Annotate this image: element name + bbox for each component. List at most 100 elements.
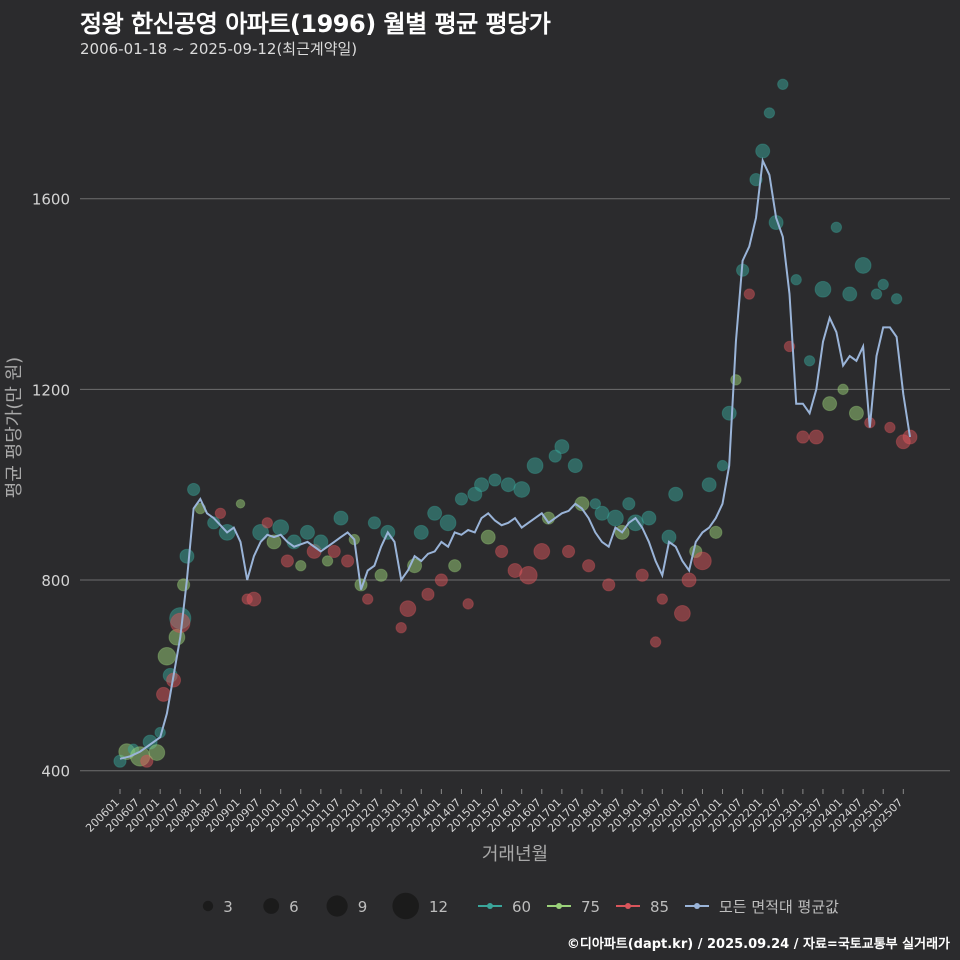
data-point-s85	[495, 544, 509, 559]
data-point-s60	[607, 509, 624, 527]
data-point-s60	[701, 477, 717, 493]
data-point-s60	[367, 516, 382, 530]
legend-label-s75: 75	[581, 898, 600, 916]
data-point-s85	[743, 288, 756, 300]
data-point-s60	[749, 173, 763, 187]
y-tick-label: 1200	[32, 381, 70, 399]
size-legend-label: 9	[358, 898, 368, 916]
data-point-s85	[462, 598, 474, 610]
data-point-s60	[439, 514, 457, 532]
data-point-s85	[327, 544, 341, 559]
data-point-s60	[622, 497, 636, 511]
data-point-s60	[842, 286, 858, 302]
legend-label-s60: 60	[512, 898, 531, 916]
data-point-s85	[246, 591, 262, 607]
data-point-s60	[870, 288, 883, 300]
data-point-s75	[374, 568, 388, 582]
y-tick-label: 1600	[32, 191, 70, 209]
average-line	[119, 156, 911, 760]
data-point-s60	[187, 482, 201, 497]
data-point-s85	[649, 636, 662, 648]
data-point-s85	[656, 593, 668, 605]
data-point-s60	[803, 355, 816, 367]
data-point-s60	[548, 449, 562, 463]
data-point-s85	[421, 587, 435, 601]
data-point-s75	[730, 374, 742, 386]
data-point-s60	[755, 143, 771, 159]
data-point-s60	[721, 405, 737, 421]
legend-marker-avg	[694, 903, 700, 909]
data-point-s85	[796, 430, 810, 444]
data-point-s75	[266, 534, 282, 550]
data-point-s85	[519, 565, 538, 585]
data-point-s85	[884, 421, 896, 434]
legend-label-s85: 85	[650, 898, 669, 916]
size-legend-circle	[263, 898, 280, 914]
data-point-s60	[427, 505, 443, 521]
data-point-s60	[716, 459, 729, 472]
size-legend-circle	[392, 892, 420, 920]
y-axis-title: 평균 평당가(만 원)	[4, 357, 25, 498]
data-point-s85	[602, 578, 616, 592]
legend-marker-s85	[625, 903, 631, 909]
data-point-s60	[179, 548, 195, 564]
data-point-s75	[848, 405, 864, 421]
data-point-s85	[673, 605, 691, 622]
size-legend-label: 3	[223, 898, 233, 916]
source-credit: ©디아파트(dapt.kr) / 2025.09.24 / 자료=국토교통부 실…	[566, 937, 950, 952]
data-point-s60	[454, 492, 469, 506]
data-point-s85	[902, 429, 918, 445]
data-point-s85	[341, 554, 355, 568]
data-point-s75	[321, 555, 334, 567]
data-point-s75	[822, 396, 838, 412]
data-point-s60	[513, 481, 531, 498]
data-point-s60	[814, 280, 832, 298]
data-point-s60	[207, 516, 221, 530]
data-point-s60	[474, 477, 490, 493]
data-point-s60	[830, 221, 843, 234]
data-point-s85	[561, 544, 576, 559]
data-point-s85	[582, 559, 596, 573]
data-point-s85	[261, 517, 273, 529]
data-point-s85	[434, 573, 448, 587]
data-point-s60	[589, 498, 602, 510]
data-point-s60	[763, 107, 776, 119]
data-point-s85	[808, 429, 824, 445]
data-point-s60	[554, 439, 570, 455]
data-point-s60	[333, 510, 349, 526]
data-point-s60	[413, 524, 429, 540]
chart-title: 정왕 한신공영 아파트(1996) 월별 평균 평당가	[80, 10, 551, 38]
data-point-s60	[500, 477, 516, 493]
data-point-s60	[854, 257, 872, 274]
data-point-s75	[295, 560, 307, 572]
size-legend-circle	[326, 895, 348, 917]
data-point-s60	[272, 519, 290, 536]
data-point-s75	[148, 744, 166, 761]
y-tick-label: 400	[41, 763, 70, 781]
data-point-s60	[641, 510, 657, 526]
data-point-s85	[681, 572, 697, 588]
data-point-s75	[235, 498, 246, 509]
data-point-s60	[668, 486, 684, 502]
data-point-s85	[533, 543, 551, 560]
data-point-s75	[480, 529, 496, 545]
data-point-s85	[399, 600, 417, 618]
data-point-s75	[157, 647, 177, 666]
data-point-s75	[837, 383, 849, 396]
data-point-s60	[488, 473, 502, 487]
data-point-s60	[890, 293, 903, 305]
data-point-s60	[299, 524, 315, 540]
data-point-s85	[362, 593, 374, 605]
data-point-s60	[313, 534, 329, 550]
size-legend-label: 6	[289, 898, 299, 916]
data-point-s85	[140, 754, 154, 768]
size-legend-circle	[202, 900, 214, 912]
data-point-s85	[280, 554, 294, 568]
size-legend-label: 12	[429, 898, 448, 916]
data-point-s85	[395, 622, 407, 634]
data-point-s85	[693, 551, 712, 571]
data-point-s75	[448, 559, 462, 573]
data-point-s60	[877, 278, 889, 291]
chart-subtitle: 2006-01-18 ~ 2025-09-12(최근계약일)	[80, 40, 358, 58]
data-point-s60	[526, 457, 544, 475]
